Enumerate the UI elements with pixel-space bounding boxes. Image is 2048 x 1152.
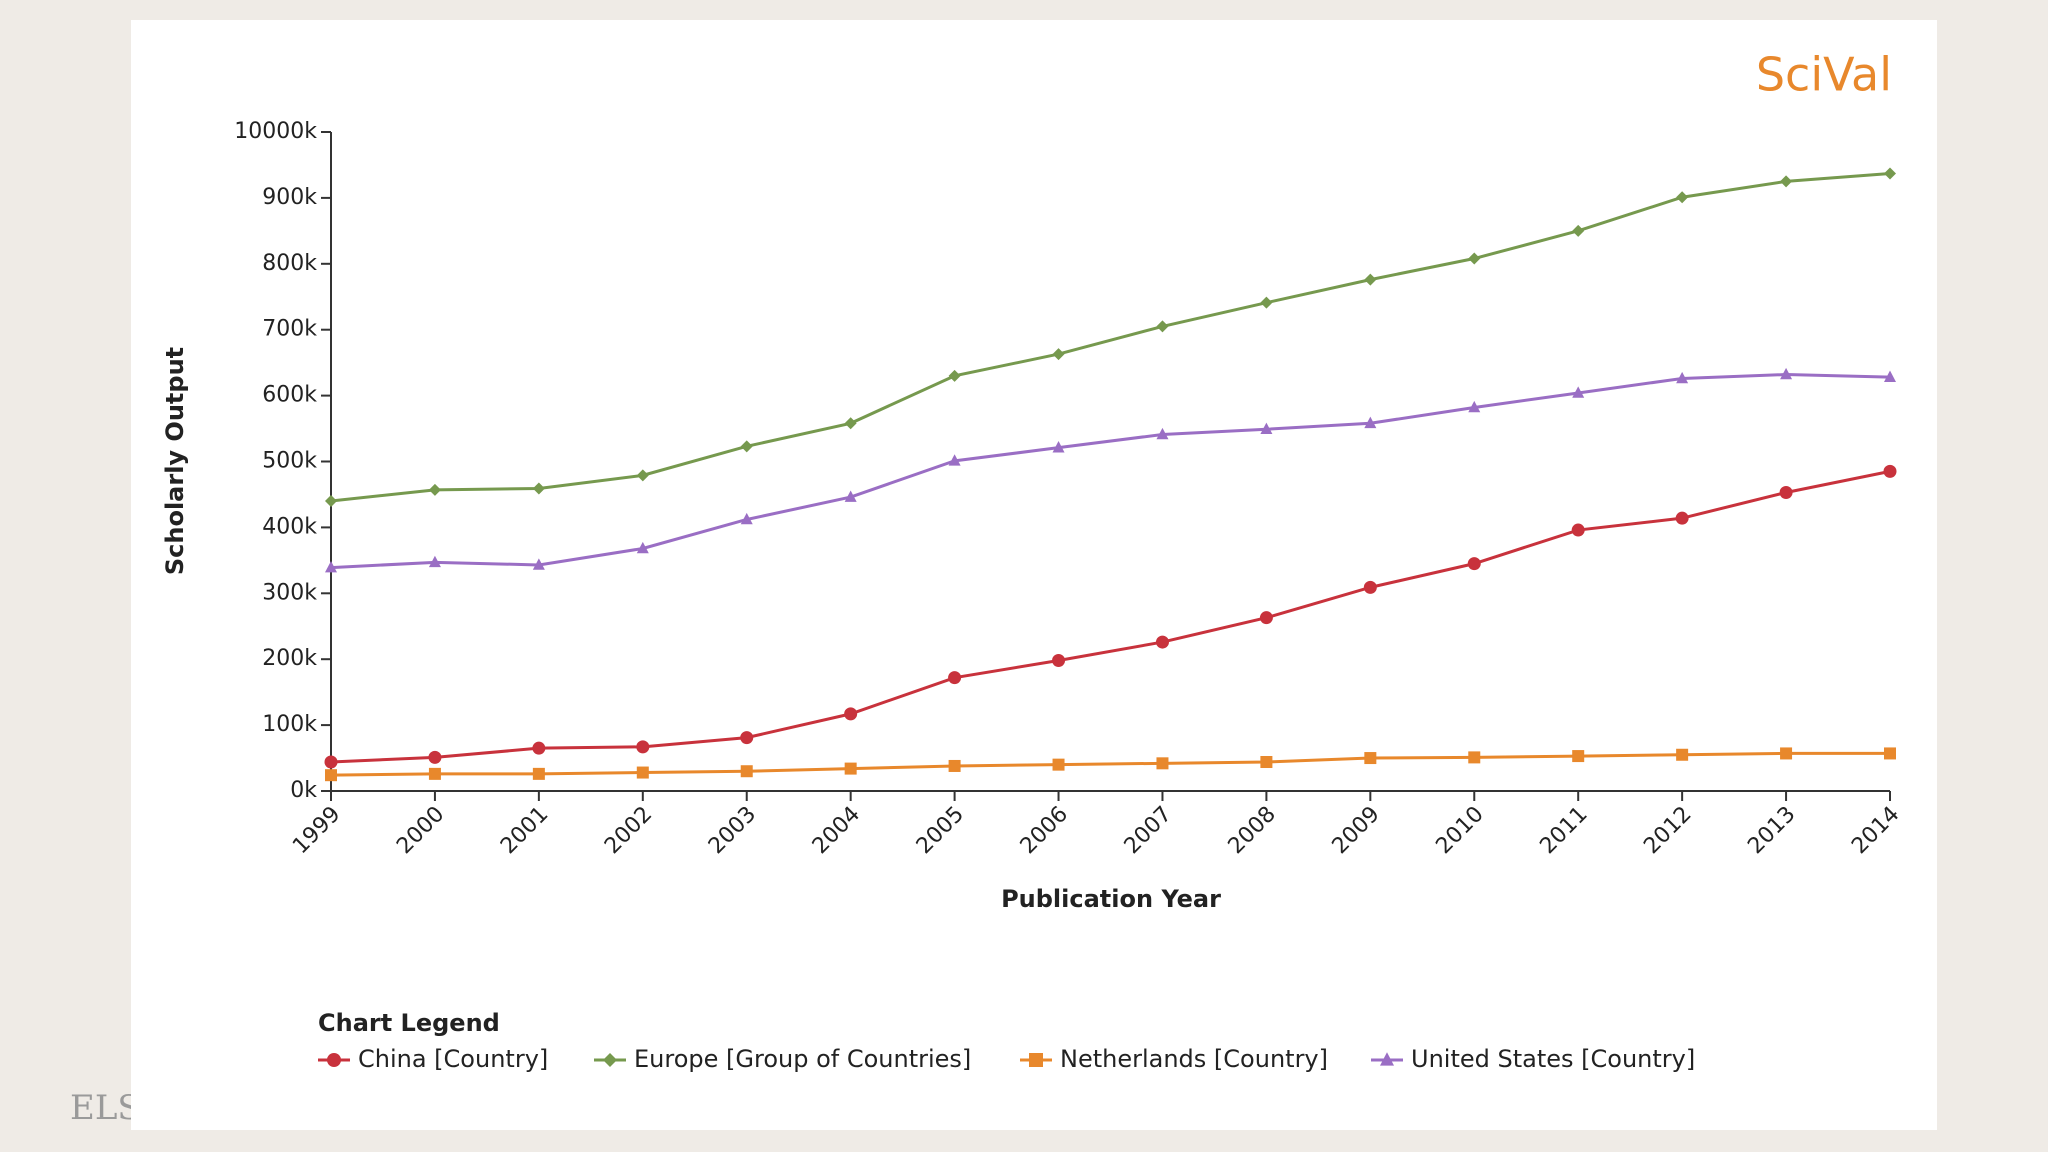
point: [636, 541, 649, 554]
point: [1052, 348, 1065, 361]
point: [1571, 523, 1585, 537]
point: [1364, 752, 1377, 765]
y-tick-label: 10000k: [234, 119, 317, 144]
legend-label: United States [Country]: [1411, 1045, 1695, 1073]
point: [1676, 748, 1689, 761]
y-tick-label: 500k: [262, 449, 317, 474]
point: [428, 767, 441, 780]
point: [1052, 441, 1065, 453]
point: [1883, 464, 1897, 478]
point: [1363, 580, 1377, 594]
point: [636, 740, 650, 754]
point: [844, 490, 857, 502]
point: [948, 759, 961, 772]
chart-panel: [131, 20, 1937, 1130]
legend-label: China [Country]: [358, 1045, 548, 1073]
point: [1052, 654, 1066, 668]
point: [1468, 400, 1481, 413]
point: [636, 469, 649, 482]
legend-label: Netherlands [Country]: [1060, 1045, 1328, 1073]
y-tick-label: 400k: [262, 514, 317, 539]
legend-marker: [1029, 1053, 1043, 1067]
series-line: [330, 469, 1891, 764]
point: [1155, 635, 1169, 649]
point: [948, 369, 961, 382]
point: [844, 707, 858, 721]
point: [948, 671, 962, 685]
point: [428, 750, 442, 764]
point: [532, 558, 545, 570]
point: [532, 767, 545, 780]
point: [1364, 416, 1377, 429]
point: [1468, 252, 1481, 265]
y-tick-label: 100k: [262, 712, 317, 737]
y-tick-label: 700k: [262, 317, 317, 342]
point: [1156, 427, 1169, 440]
point: [1468, 751, 1481, 764]
point: [325, 560, 337, 573]
point: [1780, 367, 1793, 380]
point: [532, 482, 545, 495]
point: [1572, 750, 1585, 763]
legend-label: Europe [Group of Countries]: [634, 1045, 971, 1073]
point: [1884, 370, 1896, 382]
point: [948, 454, 961, 466]
point: [740, 765, 753, 778]
legend-marker: [1380, 1052, 1394, 1066]
point: [1676, 371, 1689, 384]
point: [1156, 757, 1169, 770]
point: [1780, 175, 1793, 188]
point: [1779, 485, 1793, 499]
legend-marker: [327, 1053, 341, 1067]
y-tick-label: 600k: [262, 383, 317, 408]
point: [740, 440, 753, 453]
brand-logo: SciVal: [1756, 48, 1892, 102]
point: [1467, 557, 1481, 571]
point: [844, 762, 857, 775]
point: [325, 495, 337, 508]
point: [1259, 611, 1273, 625]
point: [1676, 191, 1689, 204]
point: [1884, 747, 1896, 760]
point: [1156, 320, 1169, 333]
point: [1260, 756, 1273, 769]
point: [1572, 224, 1585, 237]
y-tick-label: 300k: [262, 580, 317, 605]
series-line: [330, 751, 1890, 777]
point: [532, 741, 546, 755]
y-tick-label: 900k: [262, 185, 317, 210]
point: [1052, 758, 1065, 771]
point: [324, 755, 338, 769]
point: [1364, 273, 1377, 286]
y-tick-label: 0k: [290, 778, 317, 803]
point: [1572, 386, 1585, 398]
footer-text: ELS: [70, 1088, 141, 1128]
point: [1884, 167, 1896, 180]
point: [1675, 511, 1689, 525]
point: [1260, 296, 1273, 309]
y-tick-label: 200k: [262, 646, 317, 671]
point: [1260, 422, 1273, 435]
point: [636, 766, 649, 779]
point: [325, 769, 337, 782]
point: [740, 731, 754, 745]
point: [740, 512, 753, 525]
series-line: [330, 373, 1891, 570]
point: [844, 417, 857, 430]
y-tick-label: 800k: [262, 251, 317, 276]
x-axis-title: Publication Year: [1001, 885, 1221, 913]
legend-marker: [603, 1053, 617, 1067]
legend-title: Chart Legend: [318, 1009, 500, 1037]
series-line: [330, 172, 1891, 503]
y-axis-title: Scholarly Output: [161, 347, 189, 575]
point: [428, 555, 441, 568]
point: [428, 483, 441, 496]
point: [1780, 747, 1793, 760]
